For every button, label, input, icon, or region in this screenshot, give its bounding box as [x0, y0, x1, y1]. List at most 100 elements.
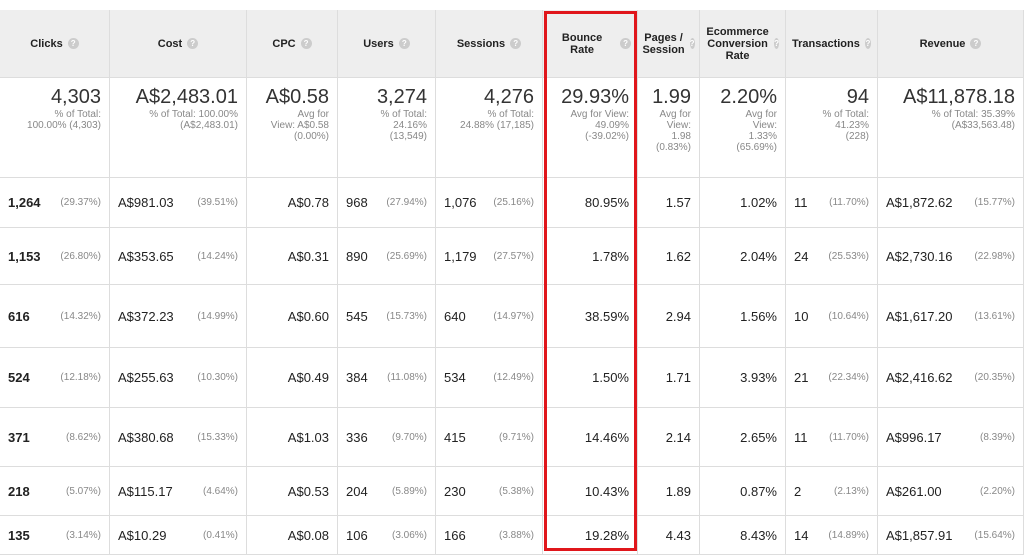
cell-value: A$255.63: [118, 370, 174, 385]
total-value: 1.99: [652, 86, 691, 108]
total-value: A$0.58: [265, 86, 329, 108]
column-header[interactable]: Sessions?: [436, 10, 543, 78]
data-cell: 1,179 (27.57%): [436, 228, 543, 285]
data-cell: A$115.17 (4.64%): [110, 467, 247, 516]
cell-value: 230: [444, 483, 466, 499]
column-header[interactable]: Ecommerce Conversion Rate?: [700, 10, 786, 78]
total-note: % of Total:: [54, 109, 101, 120]
data-cell: A$2,416.62 (20.35%): [878, 348, 1024, 408]
cell-percent: (8.39%): [979, 431, 1015, 443]
column-header[interactable]: Pages / Session?: [638, 10, 700, 78]
cell-percent: (2.20%): [979, 485, 1015, 497]
cell-value: 1,179: [444, 248, 477, 264]
data-cell: 4.43: [638, 516, 700, 555]
column-header[interactable]: Cost?: [110, 10, 247, 78]
cell-value: 968: [346, 195, 368, 210]
total-note: 1.33%: [748, 131, 777, 142]
data-cell: 24 (25.53%): [786, 228, 878, 285]
data-cell: 1,264 (29.37%): [0, 178, 110, 228]
cell-percent: (3.14%): [65, 529, 101, 541]
cell-value: A$261.00: [886, 483, 942, 499]
data-cell: 2 (2.13%): [786, 467, 878, 516]
data-cell: A$0.31: [247, 228, 338, 285]
cell-percent: (10.64%): [828, 310, 869, 322]
cell-value: 14.46%: [584, 429, 629, 445]
cell-percent: (5.89%): [391, 485, 427, 497]
column-header[interactable]: Revenue?: [878, 10, 1024, 78]
data-cell: A$0.49: [247, 348, 338, 408]
cell-percent: (15.73%): [386, 310, 427, 322]
total-note: Avg for View:: [570, 109, 629, 120]
header-text: Revenue: [919, 37, 966, 50]
data-cell: A$1,857.91 (15.64%): [878, 516, 1024, 555]
cell-value: 10.43%: [584, 483, 629, 499]
data-cell: 204 (5.89%): [338, 467, 436, 516]
data-cell: 2.65%: [700, 408, 786, 467]
total-cell: 4,276% of Total: 24.88% (17,185): [436, 78, 543, 178]
data-cell: 3.93%: [700, 348, 786, 408]
cell-percent: (9.71%): [498, 431, 534, 443]
cell-value: 38.59%: [584, 308, 629, 324]
cell-percent: (27.57%): [493, 250, 534, 262]
data-cell: 336 (9.70%): [338, 408, 436, 467]
cell-percent: (15.64%): [974, 529, 1015, 541]
column-header[interactable]: Clicks?: [0, 10, 110, 78]
cell-percent: (11.70%): [829, 197, 869, 208]
help-icon: ?: [398, 38, 410, 49]
total-note: (-39.02%): [585, 131, 629, 142]
cell-value: 384: [346, 370, 368, 385]
cell-value: 204: [346, 483, 368, 499]
cell-percent: (2.13%): [833, 485, 869, 497]
data-cell: A$1.03: [247, 408, 338, 467]
cell-percent: (5.07%): [65, 485, 101, 497]
data-cell: 11 (11.70%): [786, 178, 878, 228]
cell-value: A$1,857.91: [886, 527, 953, 543]
data-cell: 1.62: [638, 228, 700, 285]
cell-value: A$0.31: [287, 248, 329, 264]
total-note: % of Total: 35.39%: [931, 109, 1015, 120]
data-cell: 2.04%: [700, 228, 786, 285]
total-cell: 4,303% of Total: 100.00% (4,303): [0, 78, 110, 178]
data-cell: 616 (14.32%): [0, 285, 110, 348]
total-cell: A$2,483.01% of Total: 100.00% (A$2,483.01…: [110, 78, 247, 178]
cell-value: A$0.49: [287, 370, 329, 385]
cell-value: 336: [346, 429, 368, 445]
data-cell: 640 (14.97%): [436, 285, 543, 348]
column-header[interactable]: Users?: [338, 10, 436, 78]
cell-value: 415: [444, 429, 466, 445]
cell-value: 1.02%: [740, 195, 777, 210]
data-cell: 135 (3.14%): [0, 516, 110, 555]
data-cell: 1,153 (26.80%): [0, 228, 110, 285]
cell-percent: (5.38%): [498, 485, 534, 497]
total-value: 3,274: [376, 86, 427, 108]
cell-value: A$0.60: [287, 308, 329, 324]
total-cell: A$0.58 Avg for View: A$0.58 (0.00%): [247, 78, 338, 178]
cell-value: 2.94: [665, 308, 691, 324]
help-icon: ?: [67, 38, 79, 49]
cell-value: 0.87%: [740, 483, 777, 499]
cell-value: 1,153: [8, 248, 41, 264]
cell-value: 11: [794, 195, 808, 210]
total-note: View:: [666, 120, 691, 131]
cell-value: 19.28%: [584, 527, 629, 543]
cell-value: 1.78%: [592, 248, 629, 264]
total-note: 41.23%: [835, 120, 869, 131]
data-cell: 415 (9.71%): [436, 408, 543, 467]
total-value: 29.93%: [561, 86, 629, 108]
data-cell: 10 (10.64%): [786, 285, 878, 348]
data-cell: 524 (12.18%): [0, 348, 110, 408]
cell-value: A$1.03: [287, 429, 329, 445]
total-value: 2.20%: [720, 86, 777, 108]
cell-percent: (9.70%): [391, 431, 427, 443]
header-text: Cost: [157, 37, 183, 50]
column-header[interactable]: Transactions?: [786, 10, 878, 78]
data-cell: 19.28%: [543, 516, 638, 555]
data-cell: 1.78%: [543, 228, 638, 285]
column-header[interactable]: CPC?: [247, 10, 338, 78]
data-cell: A$1,872.62 (15.77%): [878, 178, 1024, 228]
cell-value: 545: [346, 308, 368, 324]
column-header[interactable]: Bounce Rate?: [543, 10, 638, 78]
cell-value: A$981.03: [118, 195, 174, 210]
cell-percent: (14.99%): [197, 310, 238, 322]
